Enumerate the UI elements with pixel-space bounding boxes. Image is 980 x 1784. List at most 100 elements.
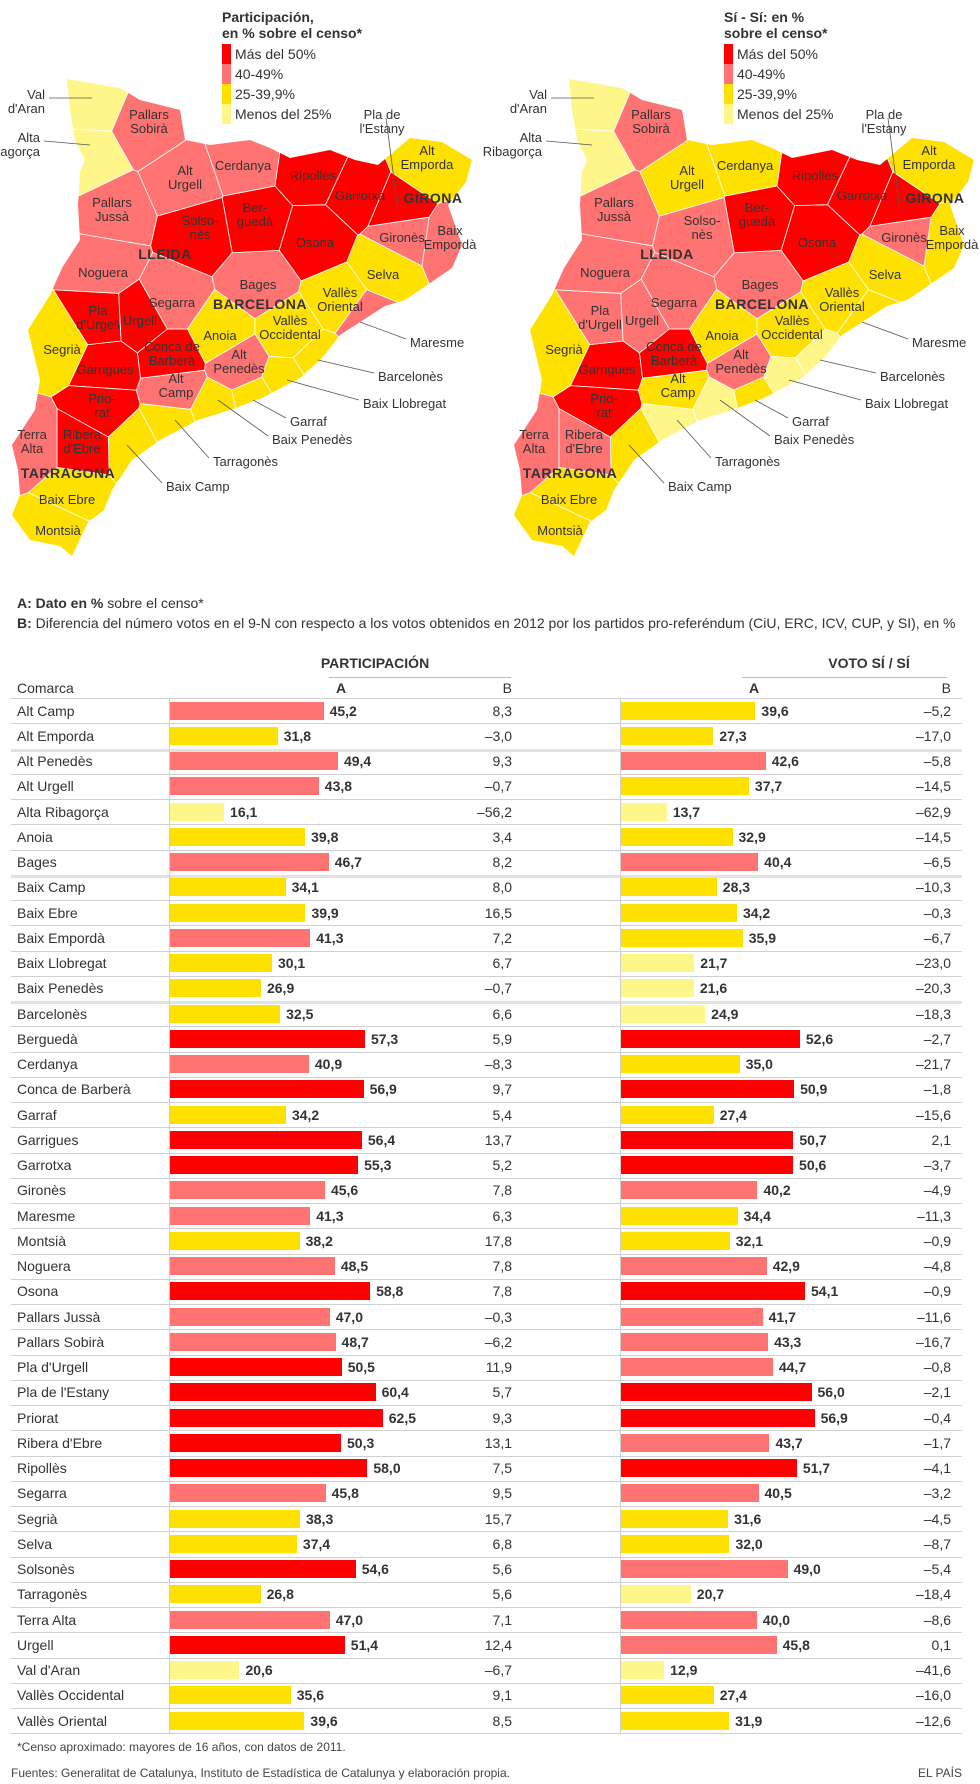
comarca-region <box>298 261 367 334</box>
value-label-participacion-a: 32,5 <box>286 1005 314 1022</box>
comarca-label-line: Garrotxa <box>837 188 888 203</box>
comarca-label-line: Alt <box>679 163 695 178</box>
bar-participacion <box>169 1585 261 1604</box>
bar-participacion <box>169 1484 326 1503</box>
comarca-label-line: Montsià <box>537 523 583 538</box>
value-voto-si-b: –0,4 <box>923 1409 951 1426</box>
value-voto-si-b: –2,7 <box>923 1030 951 1047</box>
bar-participacion <box>169 726 278 745</box>
value-voto-si-b: –23,0 <box>915 955 951 972</box>
comarca-label-line: Pallars <box>594 195 634 210</box>
bar-participacion <box>169 1029 365 1048</box>
comarca-label-line: Ber- <box>745 200 770 215</box>
bar-participacion <box>169 777 319 796</box>
comarca-label-line: Garraf <box>792 414 829 429</box>
comarca-name: Anoia <box>17 828 53 845</box>
comarca-label: Selva <box>869 267 902 282</box>
value-voto-si-b: 2,1 <box>931 1131 951 1148</box>
bar-voto-si <box>620 1156 794 1175</box>
comarca-label-line: Sobirà <box>130 121 168 136</box>
comarca-name: Garrigues <box>17 1131 79 1148</box>
value-participacion-b: –8,3 <box>484 1056 512 1073</box>
comarca-label-line: d'Ebre <box>63 441 100 456</box>
comarca-label-line: Montsià <box>35 523 81 538</box>
bar-voto-si <box>620 1610 757 1629</box>
value-label-participacion-a: 48,5 <box>340 1258 369 1275</box>
comarca-label-line: Baix Ebre <box>541 492 597 507</box>
comarca-label: Baix Ebre <box>39 492 95 507</box>
bar-voto-si <box>620 1433 770 1452</box>
comarca-label: Gironès <box>379 230 425 245</box>
comarca-name: Montsià <box>17 1232 67 1249</box>
comarca-label-line: Garrigues <box>76 362 134 377</box>
leader-line <box>861 321 909 340</box>
comarca-label: Pla de l'Estany <box>861 107 907 136</box>
value-participacion-b: –0,7 <box>484 980 512 997</box>
comarca-label-line: Pla de <box>866 107 903 122</box>
value-label-voto-si-a: 42,6 <box>771 753 799 770</box>
bar-participacion <box>169 1231 300 1250</box>
comarca-label: Tarragonès <box>213 454 279 469</box>
comarca-label-line: Urgell <box>168 177 202 192</box>
comarca-label: Alt Emporda <box>903 143 957 172</box>
comarca-region <box>692 376 771 556</box>
comarca-label-line: Conca de <box>144 339 200 354</box>
comarca-region <box>190 376 269 556</box>
comarca-label-line: Terra <box>519 427 549 442</box>
row-divider <box>11 1051 962 1053</box>
legend-swatch <box>222 104 231 124</box>
value-label-voto-si-a: 32,1 <box>735 1232 764 1249</box>
value-label-participacion-a: 35,6 <box>296 1687 324 1704</box>
value-label-participacion-a: 26,8 <box>266 1586 294 1603</box>
comarca-label-line: Noguera <box>580 265 631 280</box>
comarca-region <box>150 196 233 278</box>
row-divider <box>11 1228 962 1230</box>
legend-label: Menos del 25% <box>737 106 834 122</box>
bar-voto-si <box>620 1332 769 1351</box>
value-voto-si-b: –5,2 <box>923 702 951 719</box>
bar-voto-si <box>620 1509 729 1528</box>
value-label-voto-si-a: 27,4 <box>719 1687 747 1704</box>
comarca-label-line: Segrià <box>545 342 583 357</box>
bar-participacion <box>169 1433 342 1452</box>
col-header-part-b: B <box>502 680 512 696</box>
bar-participacion <box>169 1534 297 1553</box>
row-divider <box>11 1632 962 1634</box>
row-divider <box>11 1708 962 1709</box>
comarca-label: Selva <box>367 267 400 282</box>
bar-participacion <box>169 1055 309 1074</box>
comarca-name: Segrià <box>17 1510 58 1527</box>
province-label: LLEIDA <box>640 246 694 262</box>
legend-title: sobre el censo* <box>724 25 828 41</box>
bar-participacion <box>169 827 306 846</box>
comarca-name: Gironès <box>17 1182 67 1199</box>
comarca-label: Baix Camp <box>668 479 732 494</box>
bar-voto-si <box>620 1560 788 1579</box>
note-b: B: Diferencia del número votos en el 9-N… <box>17 615 955 631</box>
legend-label: Más del 50% <box>737 46 818 62</box>
comarca-label: Garrigues <box>76 362 134 377</box>
comarca-label: Alt Urgell <box>168 163 202 192</box>
legend-label: 40-49% <box>737 66 785 82</box>
value-label-participacion-a: 46,7 <box>334 854 362 871</box>
row-divider <box>11 950 962 952</box>
legend-title: Participación, <box>222 9 314 25</box>
value-label-voto-si-a: 27,3 <box>719 727 747 744</box>
comarca-label-line: Val <box>529 87 547 102</box>
value-label-voto-si-a: 37,7 <box>754 778 783 795</box>
province-label: TARRAGONA <box>21 465 115 481</box>
value-voto-si-b: –16,0 <box>915 1687 951 1704</box>
comarca-name: Alt Penedès <box>17 753 93 770</box>
comarca-label: Ber-guedà <box>237 200 274 229</box>
axis-line <box>620 698 621 1733</box>
comarca-label-line: Vallès <box>775 313 810 328</box>
leader-line <box>788 379 862 401</box>
brand-logo: EL PAÍS <box>917 1766 962 1780</box>
comarca-label: Alt Emporda <box>401 143 455 172</box>
comarca-label: Segarra <box>651 295 698 310</box>
value-voto-si-b: –3,7 <box>923 1157 951 1174</box>
map-participacion: Participación,en % sobre el censo* Más de… <box>0 9 477 556</box>
comarca-label: Baix Ebre <box>541 492 597 507</box>
comarca-label: Pla de l'Estany <box>359 107 405 136</box>
comarca-name: Berguedà <box>17 1030 78 1047</box>
